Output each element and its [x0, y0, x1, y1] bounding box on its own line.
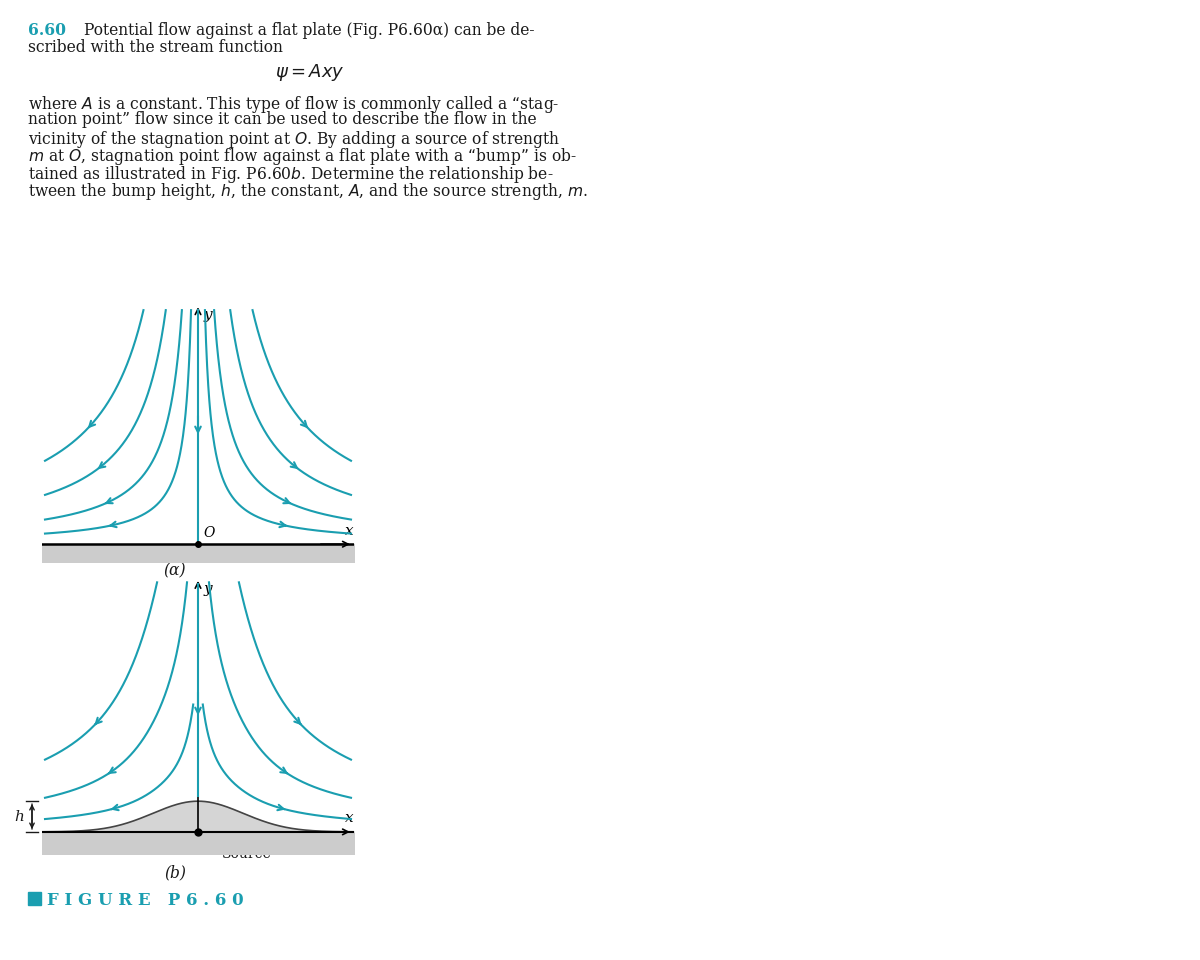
Text: $m$ at $O$, stagnation point flow against a flat plate with a “bump” is ob-: $m$ at $O$, stagnation point flow agains…	[28, 146, 577, 167]
Text: (b): (b)	[164, 864, 186, 881]
Text: (α): (α)	[163, 562, 186, 579]
Text: y: y	[204, 582, 212, 596]
Text: tained as illustrated in Fig. P6.60$b$. Determine the relationship be-: tained as illustrated in Fig. P6.60$b$. …	[28, 164, 553, 184]
Text: $\psi = Axy$: $\psi = Axy$	[275, 62, 344, 84]
Text: 6.60: 6.60	[28, 22, 66, 39]
Text: Source: Source	[222, 847, 271, 861]
Text: y: y	[204, 308, 212, 323]
Text: h: h	[14, 809, 24, 824]
Text: x: x	[346, 810, 354, 825]
Text: tween the bump height, $h$, the constant, $A$, and the source strength, $m$.: tween the bump height, $h$, the constant…	[28, 181, 588, 203]
Text: nation point” flow since it can be used to describe the flow in the: nation point” flow since it can be used …	[28, 111, 536, 129]
Text: F I G U R E   P 6 . 6 0: F I G U R E P 6 . 6 0	[47, 892, 244, 909]
Polygon shape	[28, 892, 41, 905]
Text: where $A$ is a constant. This type of flow is commonly called a “stag-: where $A$ is a constant. This type of fl…	[28, 94, 559, 115]
Text: scribed with the stream function: scribed with the stream function	[28, 39, 283, 57]
Text: x: x	[346, 523, 354, 538]
Text: vicinity of the stagnation point at $O$. By adding a source of strength: vicinity of the stagnation point at $O$.…	[28, 129, 560, 150]
Text: Potential flow against a flat plate (Fig. P6.60α) can be de-: Potential flow against a flat plate (Fig…	[84, 22, 534, 39]
Text: O: O	[204, 526, 215, 540]
